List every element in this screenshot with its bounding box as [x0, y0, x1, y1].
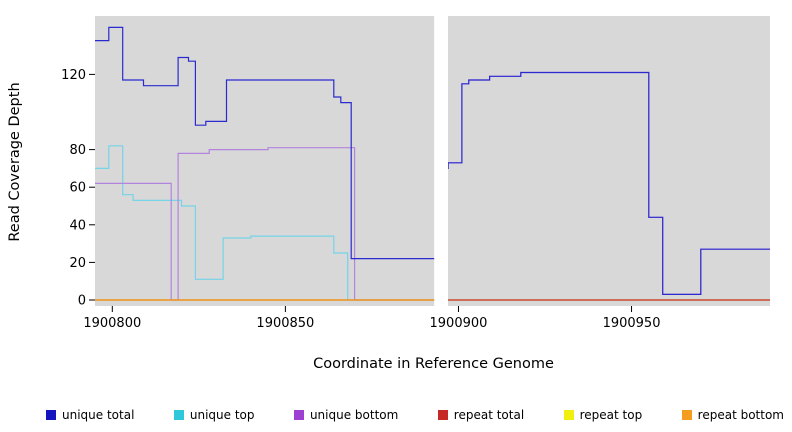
legend-swatch	[681, 410, 692, 420]
legend-swatch	[563, 410, 574, 420]
legend-swatch	[46, 410, 56, 420]
y-tick-label: 40	[69, 218, 86, 233]
series-unique-total	[95, 26, 770, 295]
legend-item-repeat-total: repeat total	[437, 408, 525, 422]
x-tick-label: 1900900	[430, 316, 488, 331]
legend-swatch	[293, 410, 304, 420]
x-axis-title: Coordinate in Reference Genome	[313, 356, 554, 372]
y-tick-label: 0	[78, 294, 86, 309]
legend-label: repeat top	[579, 408, 643, 422]
y-tick-label: 120	[61, 68, 86, 83]
legend-item-repeat-bottom: repeat bottom	[681, 408, 784, 422]
legend-label: unique bottom	[309, 408, 399, 422]
legend: unique total unique top unique bottom repea…	[46, 408, 784, 422]
y-tick-label: 80	[69, 143, 86, 158]
legend-item-unique-bottom: unique bottom	[293, 408, 399, 422]
masked-gap-region	[434, 16, 448, 306]
legend-item-repeat-top: repeat top	[563, 408, 643, 422]
coverage-plot: 1900800 1900850 1900900 1900950 0 20 40 60 80 120	[61, 16, 770, 331]
series-unique-top	[95, 145, 435, 301]
legend-label: repeat total	[453, 408, 525, 422]
plot-area	[95, 16, 770, 306]
legend-label: unique total	[62, 408, 135, 422]
legend-label: repeat bottom	[697, 408, 784, 422]
y-axis-title: Read Coverage Depth	[7, 82, 23, 242]
y-tick-label: 60	[69, 181, 86, 196]
y-tick-label: 20	[69, 256, 86, 271]
legend-label: unique top	[189, 408, 255, 422]
x-tick-label: 1900950	[603, 316, 661, 331]
legend-swatch	[437, 410, 448, 420]
legend-item-unique-top: unique top	[173, 408, 255, 422]
legend-item-unique-total: unique total	[46, 408, 134, 422]
x-tick-label: 1900850	[256, 316, 314, 331]
x-tick-label: 1900800	[83, 316, 141, 331]
legend-swatch	[173, 410, 184, 420]
